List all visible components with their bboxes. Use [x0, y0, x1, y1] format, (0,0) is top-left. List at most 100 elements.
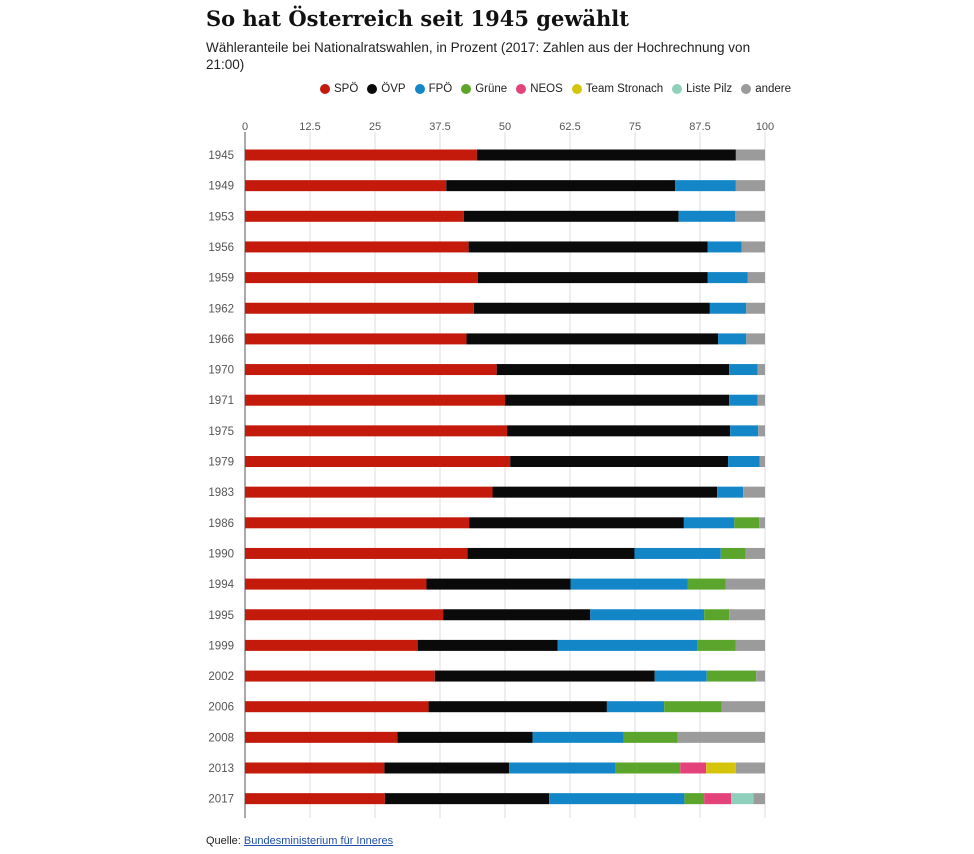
bar-segment	[734, 517, 760, 529]
legend-label: FPÖ	[428, 83, 453, 95]
bar-segment	[463, 210, 679, 222]
bar-segment	[417, 639, 558, 651]
bar-segment	[446, 180, 676, 192]
bar-segment	[384, 762, 510, 774]
bar-segment	[753, 793, 765, 805]
y-tick-label: 1953	[208, 211, 234, 223]
y-tick-label: 1959	[208, 273, 234, 285]
chart-subtitle: Wähleranteile bei Nationalratswahlen, in…	[206, 40, 751, 72]
bar-segment	[606, 701, 665, 713]
bar-segment	[697, 639, 736, 651]
legend-label: SPÖ	[334, 83, 359, 95]
legend: SPÖ ÖVP FPÖ Grüne NEOS Team Stronach Liste Pil…	[320, 83, 791, 95]
bar-segment	[743, 486, 765, 498]
bar-segment	[245, 609, 444, 621]
bar-segment	[707, 241, 742, 253]
source-label: Quelle:	[206, 835, 241, 847]
bar-segment	[664, 701, 722, 713]
stacked-bar-chart: 0 12.5 25 37.5 50 62.5 75 87.5 100 1945 1949 1953 19…	[208, 121, 774, 818]
bar-segment	[496, 364, 730, 376]
legend-swatch	[741, 84, 752, 94]
bar-segment	[245, 180, 447, 192]
x-tick-label: 75	[629, 121, 641, 133]
bar-segment	[477, 272, 708, 284]
y-tick-label: 1945	[208, 150, 234, 162]
bar-segment	[706, 670, 757, 682]
y-tick-label: 1994	[208, 579, 234, 591]
legend-item: andere	[741, 83, 791, 95]
bar-segment	[758, 425, 765, 437]
bar-segment	[756, 670, 765, 682]
bar-segment	[532, 731, 624, 743]
bar-segment	[728, 456, 760, 467]
legend-item: FPÖ	[414, 83, 453, 95]
bar-segment	[245, 272, 478, 284]
bar-segment	[747, 272, 765, 284]
legend-item: NEOS	[516, 83, 563, 95]
bar-segment	[245, 701, 429, 713]
bar-segment	[245, 670, 435, 682]
legend-swatch	[461, 84, 472, 94]
y-tick-label: 1999	[208, 640, 234, 652]
bar-segment	[468, 241, 708, 253]
y-tick-label: 1990	[208, 548, 234, 560]
bar-segment	[687, 578, 726, 590]
bar-segment	[721, 701, 765, 713]
bar-segment	[735, 639, 765, 651]
legend-item: SPÖ	[320, 83, 358, 95]
bar-segment	[759, 456, 765, 467]
legend-label: ÖVP	[381, 83, 406, 95]
bar-segment	[245, 486, 493, 498]
bar-segment	[245, 639, 418, 651]
bar-segment	[245, 210, 464, 222]
y-tick-label: 1979	[208, 457, 234, 469]
x-tick-label: 37.5	[429, 121, 450, 133]
source-note: Quelle: Bundesministerium für Inneres	[206, 835, 393, 847]
y-tick-label: 1975	[208, 426, 234, 438]
bar-segment	[570, 578, 688, 590]
bar-segment	[245, 241, 469, 253]
source-link[interactable]: Bundesministerium für Inneres	[243, 835, 394, 847]
legend-item: Team Stronach	[571, 83, 663, 95]
bar-segment	[720, 547, 746, 559]
bar-segment	[757, 394, 765, 406]
bar-segment	[730, 425, 759, 437]
bar-segment	[718, 333, 747, 345]
bar-segment	[245, 394, 505, 406]
y-tick-label: 1970	[208, 365, 234, 377]
x-tick-label: 87.5	[689, 121, 710, 133]
bar-segment	[634, 547, 721, 559]
bar-segment	[675, 180, 736, 192]
bar-segment	[549, 793, 685, 805]
bar-segment	[729, 609, 765, 621]
bar-segment	[729, 394, 758, 406]
bar-segment	[654, 670, 707, 682]
bar-segment	[745, 547, 765, 559]
bar-segment	[725, 578, 765, 590]
legend-label: Grüne	[475, 83, 508, 95]
bar-segment	[615, 762, 681, 774]
legend-item: ÖVP	[367, 83, 406, 95]
bar-segment	[623, 731, 678, 743]
bar-segment	[707, 272, 748, 284]
bar-segment	[509, 762, 616, 774]
bar-segment	[492, 486, 718, 498]
bar-segment	[507, 425, 731, 437]
bar-segment	[245, 333, 467, 345]
bar-segment	[469, 517, 684, 529]
y-tick-label: 2006	[208, 702, 234, 714]
bar-segment	[746, 302, 765, 314]
bar-segment	[245, 364, 497, 376]
bar-segment	[245, 456, 511, 467]
bar-segment	[476, 149, 736, 161]
bar-segment	[741, 241, 765, 253]
bar-segment	[729, 364, 758, 376]
bar-segment	[510, 456, 729, 467]
bar-segment	[397, 731, 533, 743]
chart-title: So hat Österreich seit 1945 gewählt	[206, 6, 629, 31]
y-tick-label: 2002	[208, 671, 234, 683]
y-tick-label: 1995	[208, 610, 234, 622]
bar-segment	[245, 425, 508, 437]
bar-segment	[717, 486, 744, 498]
bar-segment	[466, 333, 719, 345]
